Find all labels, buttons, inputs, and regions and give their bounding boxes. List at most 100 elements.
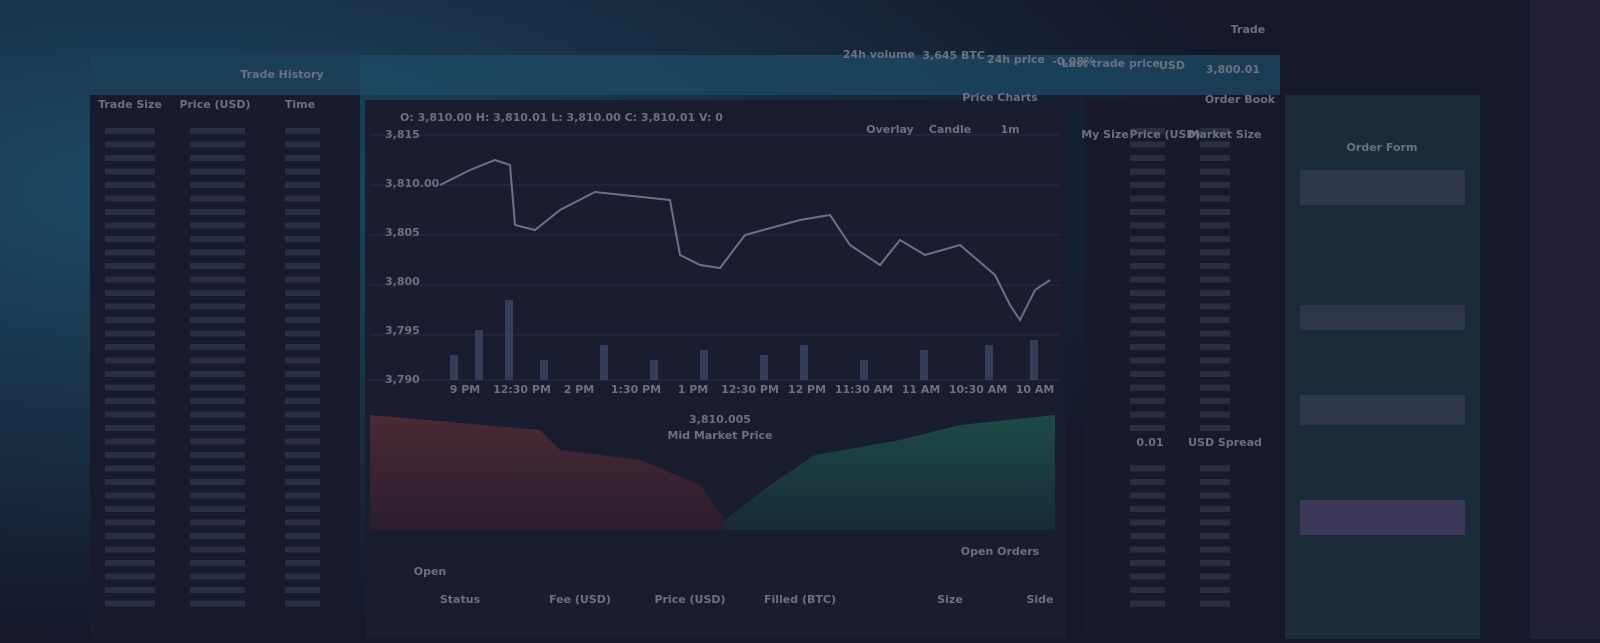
- row: [1130, 290, 1165, 296]
- mid-price: 3,810.005: [689, 413, 751, 426]
- row: [105, 492, 155, 499]
- row: [1130, 519, 1165, 526]
- panel-title: Open Orders: [961, 545, 1040, 558]
- row: [1130, 506, 1165, 512]
- tab[interactable]: Open: [414, 565, 447, 578]
- row: [190, 303, 245, 310]
- row: [285, 492, 320, 499]
- x-label: 9 PM: [450, 383, 481, 396]
- row: [1200, 155, 1230, 161]
- row: [1200, 573, 1230, 580]
- control[interactable]: Overlay: [866, 123, 913, 136]
- row: [1130, 560, 1165, 566]
- ask-depth: [725, 415, 1055, 530]
- row: [1130, 344, 1165, 350]
- row: [190, 222, 245, 229]
- submit-button[interactable]: [1300, 500, 1465, 535]
- row: [285, 506, 320, 512]
- row: [1130, 195, 1165, 202]
- row: [1130, 141, 1165, 148]
- label: Last trade price: [1062, 57, 1160, 70]
- row: [1130, 168, 1165, 175]
- row: [1200, 398, 1230, 404]
- row: [285, 182, 320, 188]
- row: [190, 519, 245, 526]
- control[interactable]: 1m: [1000, 123, 1019, 136]
- row: [105, 411, 155, 418]
- volume-bars: [450, 300, 1038, 380]
- row: [1130, 546, 1165, 553]
- row: [285, 533, 320, 539]
- row: [285, 290, 320, 296]
- column-header: Market Size: [1189, 128, 1262, 141]
- spread: 0.01: [1136, 436, 1163, 449]
- row: [1130, 411, 1165, 418]
- input[interactable]: [1300, 170, 1465, 205]
- row: [1130, 276, 1165, 283]
- row: [1130, 384, 1165, 391]
- chart-panel: [365, 100, 1065, 639]
- row: [285, 573, 320, 580]
- x-label: 12:30 PM: [493, 383, 551, 396]
- column-header: Fee (USD): [549, 593, 611, 606]
- control[interactable]: Candle: [929, 123, 971, 136]
- row: [105, 560, 155, 566]
- row: [105, 425, 155, 431]
- row: [1130, 330, 1165, 337]
- row: [1200, 600, 1230, 607]
- x-label: 11:30 AM: [835, 383, 893, 396]
- label: Mid Market Price: [667, 429, 772, 442]
- row: [1130, 303, 1165, 310]
- row: [190, 182, 245, 188]
- label: USD Spread: [1188, 436, 1262, 449]
- column-header: Status: [440, 593, 481, 606]
- row: [285, 479, 320, 485]
- label: 24h volume: [843, 48, 915, 61]
- column-header: My Size: [1081, 128, 1129, 141]
- row: [1130, 425, 1165, 431]
- row: [285, 195, 320, 202]
- y-label: 3,810.00: [385, 177, 440, 190]
- row: [285, 587, 320, 593]
- x-label: 1:30 PM: [611, 383, 661, 396]
- row: [190, 425, 245, 431]
- row: [105, 303, 155, 310]
- row: [285, 344, 320, 350]
- row: [1200, 425, 1230, 431]
- row: [190, 465, 245, 472]
- input[interactable]: [1300, 305, 1465, 330]
- row: [190, 506, 245, 512]
- x-label: 10 AM: [1016, 383, 1055, 396]
- row: [190, 560, 245, 566]
- column-header: Price (USD): [1129, 128, 1200, 141]
- row: [1130, 222, 1165, 229]
- row: [285, 398, 320, 404]
- label: 24h price: [987, 53, 1045, 66]
- y-label: 3,805: [385, 226, 420, 239]
- row: [1200, 330, 1230, 337]
- x-label: 11 AM: [902, 383, 941, 396]
- row: [190, 141, 245, 148]
- row: [190, 249, 245, 256]
- row: [285, 168, 320, 175]
- row: [1130, 492, 1165, 499]
- row: [190, 384, 245, 391]
- row: [105, 384, 155, 391]
- input[interactable]: [1300, 395, 1465, 425]
- row: [1200, 465, 1230, 472]
- row: [105, 479, 155, 485]
- bid-depth: [370, 415, 725, 530]
- volume: 3,645 BTC: [922, 49, 985, 62]
- row: [1200, 587, 1230, 593]
- order-book-panel: [1085, 100, 1280, 639]
- row: [285, 209, 320, 215]
- row: [285, 452, 320, 458]
- row: [190, 533, 245, 539]
- row: [1200, 276, 1230, 283]
- row: [190, 479, 245, 485]
- row: [1200, 560, 1230, 566]
- tab[interactable]: Trade: [1231, 23, 1265, 36]
- row: [190, 128, 245, 134]
- row: [190, 546, 245, 553]
- row: [190, 330, 245, 337]
